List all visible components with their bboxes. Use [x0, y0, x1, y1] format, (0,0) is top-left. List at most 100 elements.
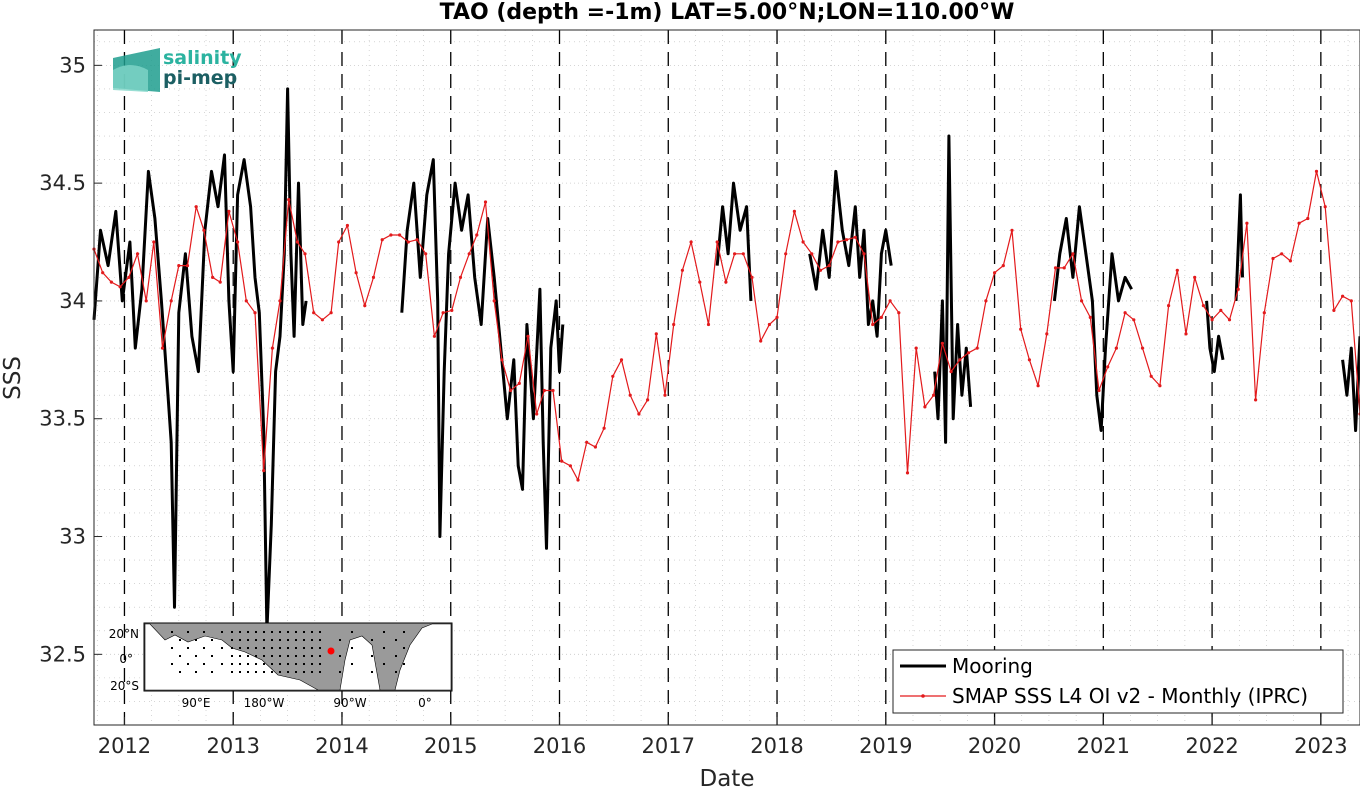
- smap-point: [576, 478, 580, 482]
- inset-buoy-dot: [255, 671, 257, 673]
- inset-buoy-dot: [279, 671, 281, 673]
- inset-buoy-dot: [171, 663, 173, 665]
- inset-buoy-dot: [383, 647, 385, 649]
- inset-buoy-dot: [247, 663, 249, 665]
- inset-buoy-dot: [187, 663, 189, 665]
- x-axis-ticks: 2012 2013 2014 2015 2016 2017 2018 2019 2020 2021…: [98, 717, 1348, 758]
- smap-point: [354, 271, 358, 275]
- smap-point: [1245, 221, 1249, 225]
- smap-point: [706, 322, 711, 327]
- inset-buoy-dot: [195, 671, 197, 673]
- inset-buoy-dot: [319, 671, 321, 673]
- salinity-pimep-logo: salinity pi-mep: [113, 47, 242, 92]
- x-tick-label: 2013: [206, 734, 259, 758]
- smap-point: [467, 252, 471, 256]
- smap-point: [270, 346, 274, 350]
- inset-buoy-dot: [311, 663, 313, 665]
- inset-buoy-dot: [295, 647, 297, 649]
- smap-point: [458, 275, 463, 279]
- smap-point: [775, 315, 779, 319]
- smap-line: [93, 171, 1360, 482]
- smap-point: [415, 238, 419, 242]
- smap-point: [278, 299, 282, 303]
- inset-buoy-dot: [403, 663, 405, 665]
- smap-point: [1027, 358, 1031, 362]
- smap-point: [1062, 266, 1066, 270]
- smap-point: [329, 311, 333, 315]
- smap-point: [966, 351, 971, 355]
- inset-buoy-dot: [303, 663, 305, 665]
- inset-buoy-dot: [303, 655, 305, 657]
- smap-point: [1045, 332, 1049, 336]
- smap-point: [628, 393, 632, 397]
- inset-buoy-dot: [179, 671, 181, 673]
- y-tick-label: 34.5: [39, 171, 86, 195]
- inset-buoy-dot: [211, 655, 213, 657]
- smap-point: [1088, 315, 1092, 319]
- smap-point: [680, 268, 685, 272]
- inset-buoy-dot: [319, 647, 321, 649]
- smap-point: [984, 299, 988, 303]
- inset-buoy-dot: [255, 631, 257, 633]
- inset-buoy-dot: [203, 663, 205, 665]
- inset-buoy-dot: [271, 647, 273, 649]
- smap-point: [611, 374, 615, 378]
- smap-point: [568, 464, 573, 468]
- smap-point: [759, 339, 763, 343]
- x-tick-label: 2017: [642, 734, 695, 758]
- inset-buoy-dot: [239, 639, 241, 641]
- x-tick-label: 2014: [315, 734, 368, 758]
- smap-point: [345, 223, 349, 228]
- inset-buoy-dot: [371, 655, 373, 657]
- smap-point: [654, 332, 658, 336]
- smap-point: [1210, 318, 1214, 322]
- smap-point: [109, 280, 113, 284]
- inset-buoy-dot: [319, 631, 321, 633]
- inset-buoy-dot: [271, 663, 273, 665]
- inset-buoy-dot: [319, 639, 321, 641]
- smap-point: [1080, 299, 1084, 303]
- smap-point: [905, 471, 910, 475]
- inset-buoy-dot: [339, 639, 341, 641]
- inset-buoy-dot: [179, 655, 181, 657]
- inset-buoy-dot: [247, 655, 249, 657]
- smap-point: [194, 205, 198, 209]
- inset-buoy-dot: [287, 663, 289, 665]
- smap-point: [169, 299, 173, 303]
- y-tick-label: 32.5: [39, 642, 86, 666]
- smap-point: [492, 299, 496, 303]
- inset-buoy-dot: [287, 639, 289, 641]
- smap-point: [637, 412, 641, 416]
- smap-point: [619, 358, 624, 362]
- inset-buoy-dot: [287, 647, 289, 649]
- inset-buoy-dot: [231, 631, 233, 633]
- mooring-line-segment: [1205, 300, 1225, 374]
- inset-buoy-dot: [239, 663, 241, 665]
- smap-point: [389, 233, 393, 237]
- smap-point: [144, 299, 148, 303]
- inset-buoy-dot: [279, 631, 281, 633]
- inset-buoy-dot: [255, 663, 257, 665]
- inset-buoy-dot: [263, 655, 265, 657]
- smap-point: [160, 346, 165, 350]
- inset-buoy-dot: [371, 671, 373, 673]
- inset-buoy-dot: [263, 647, 265, 649]
- inset-buoy-dot: [303, 671, 305, 673]
- smap-point: [337, 240, 341, 244]
- inset-buoy-dot: [231, 647, 233, 649]
- smap-point: [585, 440, 589, 444]
- logo-text-pimep: pi-mep: [163, 67, 237, 89]
- inset-buoy-dot: [255, 647, 257, 649]
- inset-buoy-dot: [255, 655, 257, 657]
- smap-point: [879, 315, 884, 319]
- smap-point: [810, 252, 814, 256]
- mooring-line-segment: [92, 87, 308, 633]
- smap-point: [975, 346, 979, 350]
- inset-buoy-dot: [231, 663, 233, 665]
- inset-buoy-dot: [179, 639, 181, 641]
- inset-map: 20°N 0° 20°S 90°E 180°W 90°W 0°: [109, 622, 453, 710]
- inset-buoy-dot: [263, 671, 265, 673]
- smap-point: [1071, 252, 1075, 256]
- smap-point: [663, 393, 667, 397]
- smap-point: [509, 388, 513, 393]
